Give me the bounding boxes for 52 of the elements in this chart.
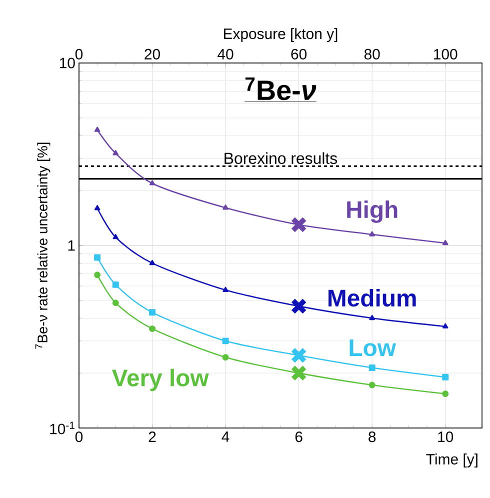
ref-line-label: Borexino results (224, 152, 338, 164)
point (222, 354, 229, 361)
x-tick-label: 10 (438, 432, 454, 442)
point (369, 314, 375, 320)
series-label: Medium (328, 289, 416, 307)
point (368, 364, 376, 371)
series-label: High (347, 200, 398, 223)
point (442, 323, 448, 328)
series-label: Low (350, 339, 396, 356)
point (368, 382, 376, 388)
x2-tick-label: 20 (144, 48, 160, 60)
point (149, 260, 156, 266)
y-axis-title: $^{7}$Be-ν rate relative uncertainty [%] (35, 142, 50, 349)
point (442, 374, 449, 380)
point (290, 298, 307, 314)
x2-tick-label: 0 (75, 48, 83, 60)
x2-tick-label: 60 (291, 48, 307, 60)
point (112, 300, 119, 306)
series-label: Very low (112, 368, 209, 392)
point (149, 325, 156, 332)
point (149, 309, 156, 316)
x-tick-label: 6 (295, 432, 302, 442)
x2-tick-label: 80 (364, 48, 380, 60)
point (290, 347, 307, 364)
x-tick-label: 2 (148, 432, 156, 442)
point (369, 231, 375, 236)
point (112, 150, 119, 156)
chart-title: $^{7}$Be-ν (245, 77, 316, 100)
x-tick-label: 4 (222, 432, 230, 442)
x2-tick-label: 40 (218, 48, 234, 60)
y-tick-label: 10 (60, 58, 75, 68)
point (222, 204, 228, 210)
point (94, 254, 101, 261)
x-tick-label: 8 (368, 432, 376, 442)
point (112, 234, 119, 240)
point (290, 364, 307, 382)
point (94, 126, 100, 132)
point (222, 338, 229, 344)
point (112, 281, 119, 288)
x2-tick-label: 100 (434, 48, 458, 60)
x2-axis-title: Exposure [kton y] (224, 28, 338, 42)
point (222, 286, 228, 292)
point (442, 240, 448, 246)
x-axis-title: Time [y] (426, 454, 478, 468)
point (290, 216, 307, 233)
x-tick-label: 0 (75, 432, 83, 442)
point (94, 272, 101, 278)
point (94, 205, 100, 210)
point (442, 390, 449, 398)
point (149, 180, 156, 186)
y-tick-label: 10$^{-1}$ (50, 422, 74, 434)
y-tick-label: 1 (68, 240, 75, 251)
